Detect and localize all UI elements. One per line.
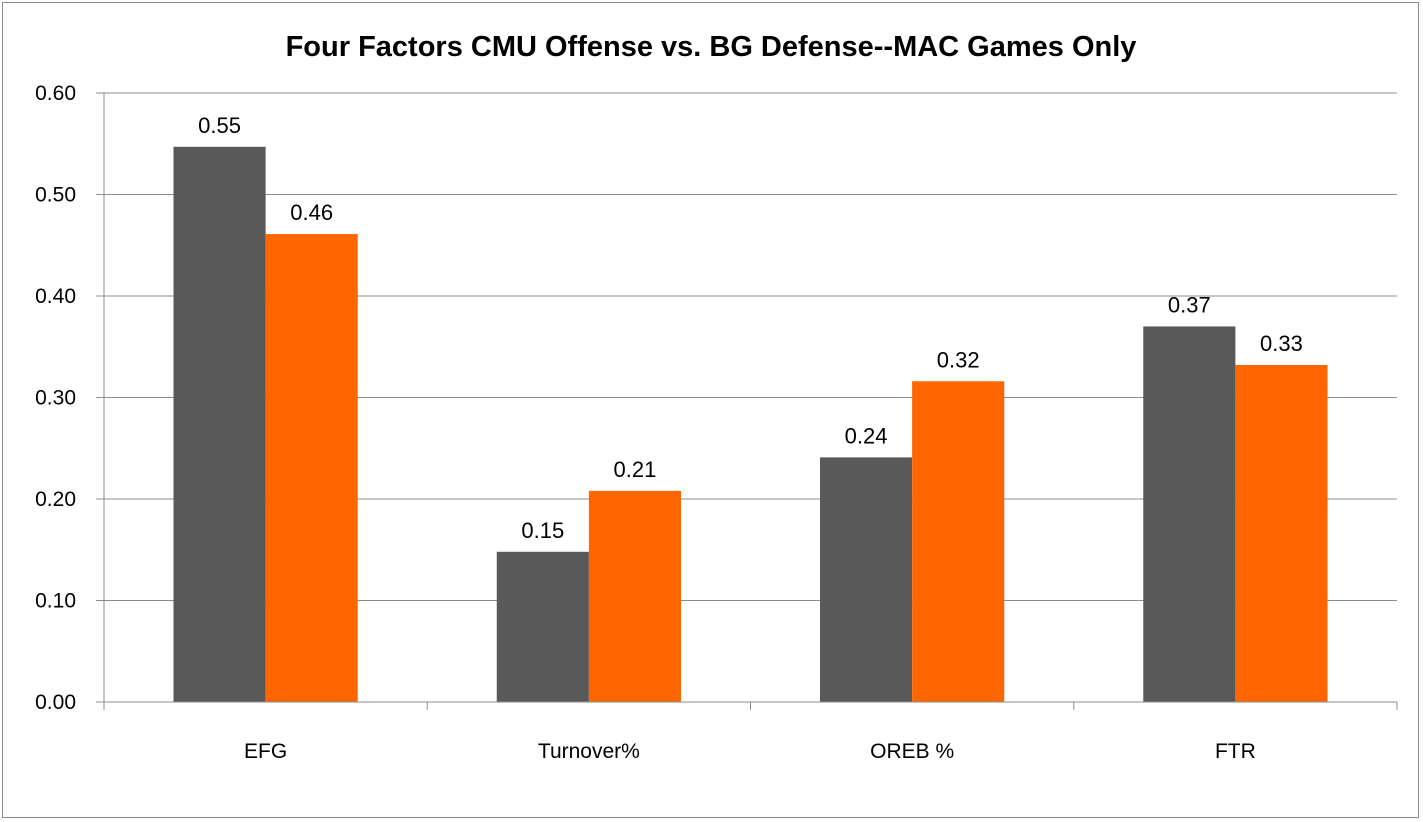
data-label: 0.21 — [614, 457, 657, 482]
bars — [173, 146, 1328, 703]
bar — [1235, 365, 1328, 702]
axes — [96, 92, 1398, 710]
data-label: 0.32 — [937, 347, 980, 372]
x-tick-label: EFG — [244, 740, 287, 763]
y-tick-label: 0.40 — [35, 285, 76, 308]
y-tick-label: 0.00 — [35, 691, 76, 714]
data-label: 0.15 — [521, 518, 564, 543]
data-label: 0.46 — [290, 200, 333, 225]
data-label: 0.24 — [845, 423, 888, 448]
x-tick-label: OREB % — [870, 740, 954, 763]
x-tick-label: Turnover% — [538, 740, 640, 763]
labels: 0.00 0.10 0.20 0.30 0.40 0.50 0.60 0.55 0.46 EFG 0… — [35, 82, 1303, 763]
x-tick-label: FTR — [1215, 740, 1256, 763]
bar — [1143, 326, 1236, 702]
bar — [173, 146, 266, 703]
y-tick-label: 0.30 — [35, 387, 76, 410]
y-tick-label: 0.10 — [35, 590, 76, 613]
data-label: 0.37 — [1168, 292, 1211, 317]
bar — [496, 551, 589, 702]
bar — [265, 234, 358, 702]
data-label: 0.33 — [1260, 331, 1303, 356]
bar — [588, 490, 682, 702]
bar — [912, 381, 1005, 702]
y-tick-label: 0.60 — [35, 82, 76, 105]
bar — [819, 457, 913, 702]
data-label: 0.55 — [198, 113, 241, 138]
y-tick-label: 0.20 — [35, 488, 76, 511]
chart-title: Four Factors CMU Offense vs. BG Defense-… — [286, 31, 1137, 63]
y-tick-label: 0.50 — [35, 184, 76, 207]
